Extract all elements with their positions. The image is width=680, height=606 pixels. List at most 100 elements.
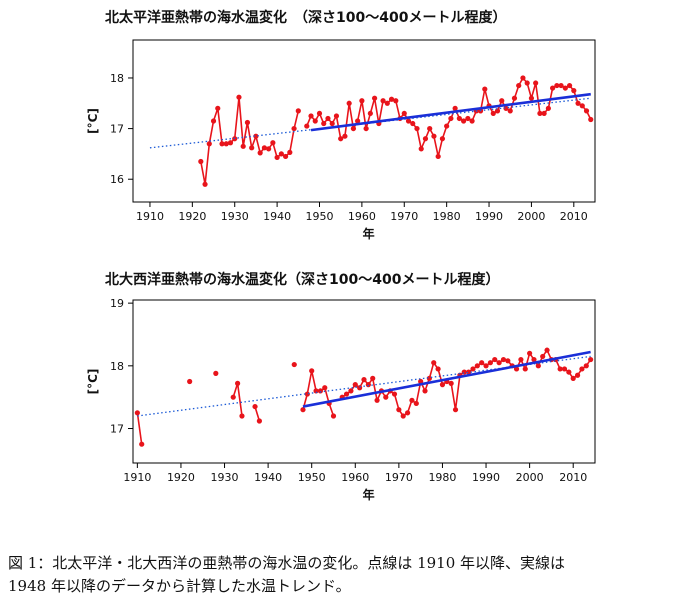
data-point xyxy=(223,141,229,147)
chart-title: 北大西洋亜熱帯の海水温変化（深さ100～400メートル程度） xyxy=(105,271,499,288)
data-point xyxy=(282,153,289,160)
data-point xyxy=(528,95,535,101)
data-point xyxy=(474,363,480,369)
data-point xyxy=(304,391,310,397)
data-point xyxy=(566,82,573,89)
data-point xyxy=(287,149,293,155)
data-point xyxy=(235,380,241,386)
data-point xyxy=(522,366,528,372)
y-tick-label: 19 xyxy=(110,297,124,310)
data-point xyxy=(359,98,365,104)
x-tick-label: 1940 xyxy=(263,210,291,223)
data-point xyxy=(505,358,511,364)
x-tick-label: 1920 xyxy=(167,471,195,484)
data-point xyxy=(554,82,560,89)
x-tick-label: 1990 xyxy=(475,210,503,223)
data-point xyxy=(230,394,236,400)
data-point xyxy=(383,394,389,400)
data-point xyxy=(352,382,358,388)
data-point xyxy=(550,85,556,91)
data-point xyxy=(588,356,594,363)
y-tick-label: 17 xyxy=(110,123,124,136)
caption-line-1: 図 1：北太平洋・北大西洋の亜熱帯の海水温の変化。点線は 1910 年以降、実線… xyxy=(8,554,566,572)
y-axis-label: [°C] xyxy=(86,369,100,395)
data-point xyxy=(291,125,297,132)
data-point xyxy=(236,94,242,100)
data-point xyxy=(139,441,145,447)
data-point xyxy=(435,366,441,372)
data-point xyxy=(257,150,263,156)
data-point xyxy=(361,377,367,383)
data-point xyxy=(558,82,564,89)
caption-line-2: 1948 年以降のデータから計算した水温トレンド。 xyxy=(8,577,351,595)
data-point xyxy=(518,356,524,363)
data-point xyxy=(256,418,262,424)
data-point xyxy=(213,370,219,376)
chart-title: 北太平洋亜熱帯の海水温変化 （深さ100～400メートル程度） xyxy=(105,9,506,26)
data-point xyxy=(575,100,581,106)
data-point xyxy=(206,141,212,147)
data-point xyxy=(321,120,327,127)
x-tick-label: 1940 xyxy=(254,471,282,484)
data-point xyxy=(439,382,446,388)
data-point xyxy=(579,103,585,109)
data-point xyxy=(405,118,412,124)
x-tick-label: 1990 xyxy=(472,471,500,484)
data-point xyxy=(227,140,234,146)
trend-line-1948 xyxy=(310,92,591,132)
x-tick-label: 1960 xyxy=(348,210,376,223)
data-point xyxy=(270,140,276,146)
data-point xyxy=(342,133,348,139)
data-point xyxy=(187,378,193,385)
data-point xyxy=(422,388,428,394)
data-point xyxy=(325,115,331,122)
data-point xyxy=(249,145,255,151)
data-point xyxy=(544,347,550,353)
x-tick-label: 1930 xyxy=(221,210,249,223)
data-point xyxy=(343,391,350,397)
data-point xyxy=(333,113,340,119)
data-point xyxy=(545,105,551,111)
y-tick-label: 17 xyxy=(110,423,124,436)
data-point xyxy=(210,118,217,124)
x-tick-label: 1980 xyxy=(428,471,456,484)
data-point xyxy=(365,382,371,388)
data-point xyxy=(511,95,518,101)
x-tick-label: 1970 xyxy=(385,471,413,484)
plot-frame xyxy=(132,39,596,203)
data-point xyxy=(431,360,437,366)
data-point xyxy=(346,100,352,106)
figure-caption: 図 1：北太平洋・北大西洋の亜熱帯の海水温の変化。点線は 1910 年以降、実線… xyxy=(8,552,672,598)
data-point xyxy=(469,118,475,124)
data-point xyxy=(380,98,386,104)
data-point xyxy=(426,375,432,381)
data-point xyxy=(520,75,526,81)
data-point xyxy=(317,388,324,394)
data-point xyxy=(291,361,297,368)
data-point xyxy=(202,181,208,187)
data-point xyxy=(261,145,267,151)
data-point xyxy=(313,388,319,394)
data-point xyxy=(482,86,488,92)
data-point xyxy=(404,410,411,416)
data-point xyxy=(348,388,354,394)
data-point xyxy=(531,356,537,363)
data-point xyxy=(252,403,258,410)
data-point xyxy=(483,363,489,369)
data-point xyxy=(198,158,204,165)
data-point xyxy=(588,116,594,123)
x-axis-label: 年 xyxy=(363,487,375,502)
data-point xyxy=(253,133,259,139)
data-point xyxy=(278,151,284,157)
data-point xyxy=(400,413,406,419)
data-point xyxy=(240,143,246,149)
y-tick-label: 18 xyxy=(110,360,124,373)
data-point xyxy=(401,110,407,117)
data-point xyxy=(418,146,424,152)
north-atlantic-chart: 北大西洋亜熱帯の海水温変化（深さ100～400メートル程度） 1910 1920 19… xyxy=(86,271,596,502)
data-point xyxy=(513,366,520,372)
north-pacific-chart: 北太平洋亜熱帯の海水温変化 （深さ100～400メートル程度） 1910 1920 1… xyxy=(86,9,596,241)
data-point xyxy=(308,113,314,119)
y-tick-label: 16 xyxy=(110,173,124,186)
data-point xyxy=(316,110,323,117)
